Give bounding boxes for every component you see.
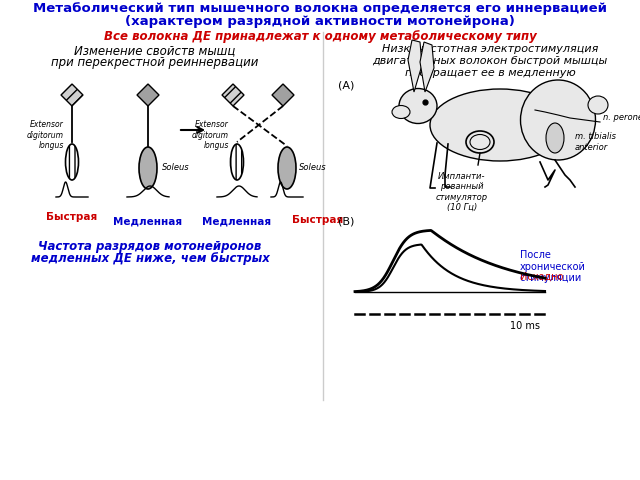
- Text: n. peroneus: n. peroneus: [603, 112, 640, 121]
- Text: (характером разрядной активности мотонейрона): (характером разрядной активности мотоней…: [125, 15, 515, 28]
- Ellipse shape: [399, 88, 437, 123]
- Polygon shape: [222, 84, 244, 106]
- Text: Soleus: Soleus: [162, 164, 189, 172]
- Text: Медленная: Медленная: [113, 217, 182, 227]
- Text: 10 ms: 10 ms: [510, 321, 540, 331]
- Text: Extensor
digitorum
longus: Extensor digitorum longus: [27, 120, 64, 150]
- Text: Быстрая: Быстрая: [46, 212, 98, 222]
- Text: Частота разрядов мотонейронов: Частота разрядов мотонейронов: [38, 240, 262, 253]
- Polygon shape: [137, 84, 159, 106]
- Text: Метаболический тип мышечного волокна определяется его иннервацией: Метаболический тип мышечного волокна опр…: [33, 2, 607, 15]
- Text: медленных ДЕ ниже, чем быстрых: медленных ДЕ ниже, чем быстрых: [31, 252, 269, 265]
- Text: превращает ее в медленную: превращает ее в медленную: [404, 68, 575, 78]
- Text: Импланти-
рованный
стимулятор
(10 Гц): Импланти- рованный стимулятор (10 Гц): [436, 172, 488, 212]
- Text: Низкочастотная электростимуляция: Низкочастотная электростимуляция: [382, 44, 598, 54]
- Text: (B): (B): [338, 217, 355, 227]
- Ellipse shape: [230, 144, 243, 180]
- Ellipse shape: [520, 80, 595, 160]
- Ellipse shape: [588, 96, 608, 114]
- Text: Медленная: Медленная: [202, 216, 271, 226]
- Text: m. tibialis
anterior: m. tibialis anterior: [575, 132, 616, 152]
- Text: Быстрая: Быстрая: [292, 215, 343, 225]
- Polygon shape: [272, 84, 294, 106]
- Text: двигательных волокон быстрой мышцы: двигательных волокон быстрой мышцы: [372, 56, 607, 66]
- Ellipse shape: [65, 144, 79, 180]
- Polygon shape: [408, 40, 422, 92]
- Polygon shape: [420, 42, 434, 92]
- Text: (A): (A): [338, 80, 355, 90]
- Text: Все волокна ДЕ принадлежат к одному метаболическому типу: Все волокна ДЕ принадлежат к одному мета…: [104, 30, 536, 43]
- Text: Soleus: Soleus: [299, 164, 326, 172]
- Text: Extensor
digitorum
longus: Extensor digitorum longus: [192, 120, 229, 150]
- Ellipse shape: [392, 106, 410, 119]
- Text: при перекрестной реиннервации: при перекрестной реиннервации: [51, 56, 259, 69]
- Ellipse shape: [139, 147, 157, 189]
- Ellipse shape: [430, 89, 570, 161]
- Text: Исходно: Исходно: [520, 272, 563, 282]
- Ellipse shape: [546, 123, 564, 153]
- Ellipse shape: [278, 147, 296, 189]
- Text: Изменение свойств мышц: Изменение свойств мышц: [74, 44, 236, 57]
- Text: После
хронической
стимуляции: После хронической стимуляции: [520, 250, 586, 283]
- Polygon shape: [61, 84, 83, 106]
